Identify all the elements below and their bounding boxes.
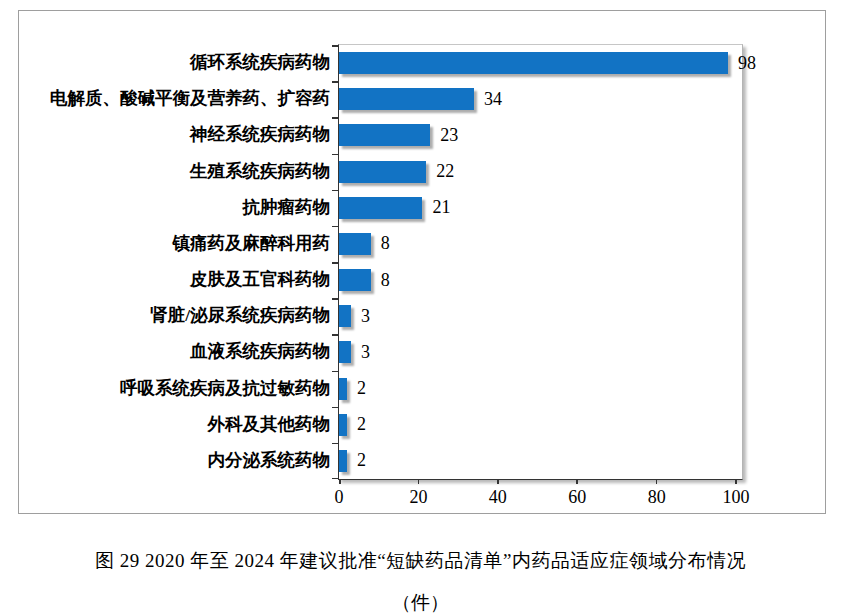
category-label: 电解质、酸碱平衡及营养药、扩容药	[25, 80, 330, 116]
category-label: 皮肤及五官科药物	[25, 261, 330, 297]
figure-page: 循环系统疾病药物电解质、酸碱平衡及营养药、扩容药神经系统疾病药物生殖系统疾病药物…	[0, 0, 841, 615]
bar	[339, 124, 430, 146]
x-tick-label: 60	[568, 487, 586, 508]
category-label: 血液系统疾病药物	[25, 333, 330, 369]
y-axis-tick	[332, 407, 339, 409]
y-axis-tick	[332, 117, 339, 119]
y-axis-tick	[332, 478, 339, 480]
bar-value-label: 23	[440, 117, 458, 153]
chart-frame: 循环系统疾病药物电解质、酸碱平衡及营养药、扩容药神经系统疾病药物生殖系统疾病药物…	[18, 10, 826, 514]
bar-value-label: 2	[357, 371, 366, 407]
bar-value-label: 21	[432, 190, 450, 226]
category-axis-labels: 循环系统疾病药物电解质、酸碱平衡及营养药、扩容药神经系统疾病药物生殖系统疾病药物…	[25, 44, 330, 478]
category-label: 生殖系统疾病药物	[25, 153, 330, 189]
bar-value-label: 2	[357, 407, 366, 443]
category-label: 神经系统疾病药物	[25, 116, 330, 152]
bar	[339, 161, 426, 183]
x-axis-tick	[656, 479, 658, 484]
bar-value-label: 2	[357, 443, 366, 479]
category-label: 内分泌系统药物	[25, 442, 330, 478]
x-tick-label: 80	[648, 487, 666, 508]
bar	[339, 52, 728, 74]
y-axis-tick	[332, 190, 339, 192]
x-axis-tick	[497, 479, 499, 484]
y-axis-tick	[332, 154, 339, 156]
bar-value-label: 8	[381, 226, 390, 262]
figure-caption: 图 29 2020 年至 2024 年建议批准“短缺药品清单”内药品适应症领域分…	[0, 548, 841, 615]
x-tick-label: 40	[489, 487, 507, 508]
bar	[339, 378, 347, 400]
caption-line-2: （件）	[0, 590, 841, 615]
bar	[339, 197, 422, 219]
bar	[339, 341, 351, 363]
x-axis-tick	[339, 479, 341, 484]
y-axis-tick	[332, 371, 339, 373]
bar	[339, 450, 347, 472]
bar	[339, 414, 347, 436]
bar-value-label: 8	[381, 262, 390, 298]
bar-value-label: 3	[361, 334, 370, 370]
category-label: 肾脏/泌尿系统疾病药物	[25, 297, 330, 333]
y-axis-tick	[332, 298, 339, 300]
bar-value-label: 98	[738, 45, 756, 81]
category-label: 外科及其他药物	[25, 406, 330, 442]
y-axis-tick	[332, 45, 339, 47]
bar-value-label: 3	[361, 298, 370, 334]
x-axis-tick	[735, 479, 737, 484]
x-tick-label: 20	[409, 487, 427, 508]
x-axis-tick	[576, 479, 578, 484]
category-label: 呼吸系统疾病及抗过敏药物	[25, 370, 330, 406]
bar	[339, 269, 371, 291]
bar-value-label: 34	[484, 81, 502, 117]
y-axis-tick	[332, 262, 339, 264]
bar	[339, 88, 474, 110]
bar	[339, 305, 351, 327]
caption-line-1: 图 29 2020 年至 2024 年建议批准“短缺药品清单”内药品适应症领域分…	[0, 548, 841, 574]
plot-area: 98342322218833222020406080100	[338, 44, 743, 480]
y-axis-tick	[332, 443, 339, 445]
y-axis-tick	[332, 334, 339, 336]
bar-value-label: 22	[436, 154, 454, 190]
y-axis-tick	[332, 81, 339, 83]
bar	[339, 233, 371, 255]
category-label: 抗肿瘤药物	[25, 189, 330, 225]
x-axis-tick	[418, 479, 420, 484]
y-axis-tick	[332, 226, 339, 228]
x-tick-label: 0	[335, 487, 344, 508]
category-label: 镇痛药及麻醉科用药	[25, 225, 330, 261]
x-tick-label: 100	[723, 487, 750, 508]
category-label: 循环系统疾病药物	[25, 44, 330, 80]
